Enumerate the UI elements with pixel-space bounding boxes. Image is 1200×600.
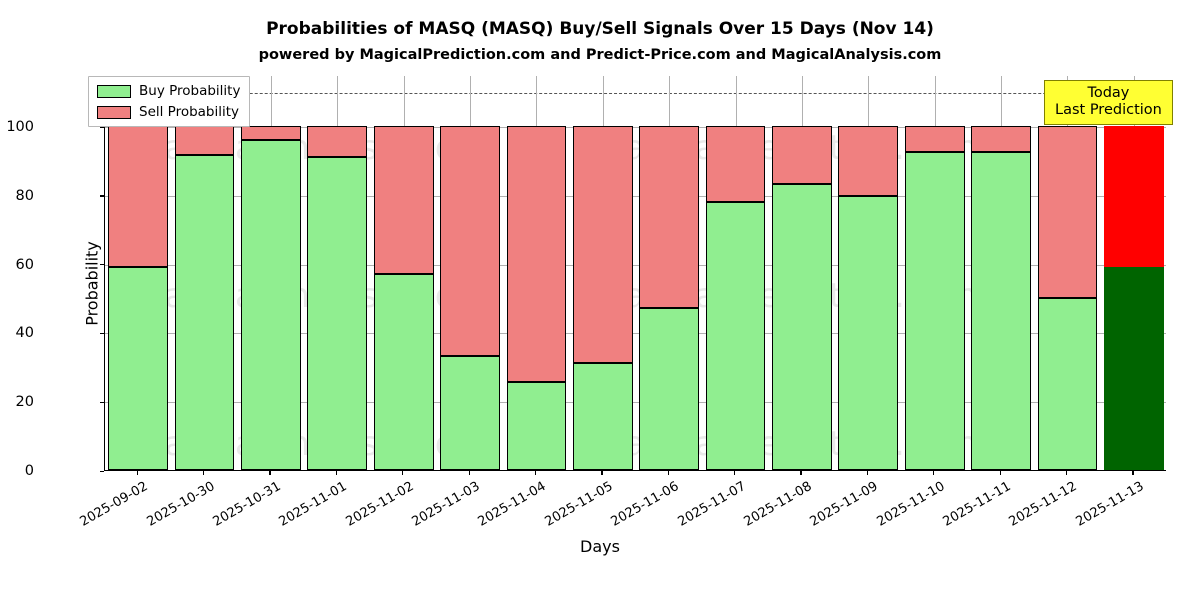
bar-group[interactable] (1037, 76, 1098, 470)
bar-segment-sell[interactable] (838, 125, 899, 197)
bar-group[interactable] (373, 76, 434, 470)
bar-segment-sell[interactable] (971, 125, 1031, 152)
bar-segment-buy[interactable] (904, 151, 965, 470)
x-tick-mark (402, 471, 404, 475)
bar-segment-buy[interactable] (307, 156, 368, 470)
bar-segment-buy[interactable] (440, 356, 500, 470)
bar-segment-buy[interactable] (1103, 267, 1164, 470)
bar-group[interactable] (241, 76, 301, 470)
x-tick-mark (866, 471, 869, 475)
chart-title: Probabilities of MASQ (MASQ) Buy/Sell Si… (266, 19, 934, 39)
plot-inner: MagicalAnalysis.comMagicalPrediction.com… (105, 76, 1166, 470)
y-tick-mark (100, 332, 104, 335)
y-tick-mark (100, 264, 104, 266)
y-tick-label: 0 (24, 463, 34, 479)
x-tick-mark (269, 471, 271, 475)
bar-segment-sell[interactable] (440, 125, 500, 357)
bar-segment-sell[interactable] (241, 125, 301, 140)
bar-segment-sell[interactable] (108, 125, 169, 267)
bar-group[interactable] (506, 76, 567, 470)
bar-group[interactable] (904, 76, 965, 470)
x-tick-mark (734, 471, 736, 475)
legend-label: Sell Probability (139, 104, 240, 120)
x-tick-mark (203, 471, 205, 475)
bar-group[interactable] (838, 76, 899, 470)
bar-segment-sell[interactable] (506, 125, 567, 383)
legend-item[interactable]: Sell Probability (97, 104, 240, 120)
bar-segment-buy[interactable] (971, 151, 1031, 470)
bar-group[interactable] (440, 76, 500, 470)
bar-segment-buy[interactable] (1037, 297, 1098, 470)
bar-segment-buy[interactable] (639, 308, 700, 470)
bar-segment-buy[interactable] (373, 273, 434, 470)
bar-segment-buy[interactable] (772, 184, 832, 470)
bar-group[interactable] (174, 76, 235, 470)
y-gridline (105, 264, 1166, 266)
x-tick-mark (601, 471, 603, 475)
bar-segment-buy[interactable] (174, 155, 235, 470)
today-annotation: Today Last Prediction (1044, 80, 1173, 126)
y-gridline (105, 402, 1166, 404)
y-tick-mark (100, 470, 104, 472)
bar-group[interactable] (772, 76, 832, 470)
x-tick-mark (534, 471, 537, 475)
x-tick-mark (999, 471, 1001, 475)
legend-item[interactable]: Buy Probability (97, 83, 240, 99)
bar-segment-buy[interactable] (506, 382, 567, 470)
bar-group[interactable] (572, 76, 633, 470)
today-label-line1: Today (1087, 85, 1130, 101)
x-axis-label: Days (580, 537, 620, 556)
y-tick-label: 60 (15, 256, 34, 273)
legend-label: Buy Probability (139, 83, 241, 99)
y-gridline (105, 126, 1166, 128)
bar-segment-buy[interactable] (705, 201, 766, 470)
bar-group[interactable] (705, 76, 766, 470)
legend-swatch-sell (97, 105, 131, 119)
x-tick-mark (800, 471, 802, 475)
bar-segment-sell[interactable] (307, 125, 368, 157)
bar-segment-buy[interactable] (241, 139, 301, 470)
bar-segment-buy[interactable] (572, 363, 633, 470)
today-label-line2: Last Prediction (1055, 102, 1162, 119)
x-tick-mark (667, 471, 669, 475)
bar-segment-sell[interactable] (772, 125, 832, 185)
bar-segment-sell[interactable] (1037, 125, 1098, 298)
x-tick-mark (933, 471, 935, 475)
plot-area: MagicalAnalysis.comMagicalPrediction.com… (104, 76, 1166, 471)
y-tick-label: 40 (15, 325, 34, 342)
legend-swatch-buy (97, 84, 131, 98)
bar-segment-sell[interactable] (174, 125, 235, 156)
bar-segment-sell[interactable] (1103, 125, 1164, 267)
y-tick-label: 100 (6, 118, 34, 135)
y-tick-mark (100, 195, 104, 197)
bar-group[interactable] (1103, 76, 1164, 470)
bar-segment-sell[interactable] (373, 125, 434, 274)
bar-segment-buy[interactable] (838, 196, 899, 470)
x-tick-mark (1132, 471, 1134, 475)
bar-segment-buy[interactable] (108, 267, 169, 470)
y-tick-label: 80 (15, 187, 34, 204)
bar-segment-sell[interactable] (639, 125, 700, 309)
y-gridline (105, 195, 1166, 197)
x-tick-mark (335, 471, 338, 475)
bar-segment-sell[interactable] (572, 125, 633, 364)
y-tick-label: 20 (15, 394, 34, 411)
bar-segment-sell[interactable] (705, 125, 766, 202)
y-tick-mark (100, 401, 104, 403)
x-tick-mark (468, 471, 470, 475)
bar-group[interactable] (971, 76, 1031, 470)
bar-segment-sell[interactable] (904, 125, 965, 152)
y-axis-label: Probability (82, 241, 102, 326)
y-tick-mark (100, 126, 104, 128)
bar-group[interactable] (108, 76, 169, 470)
chart-legend: Buy Probability Sell Probability (88, 76, 251, 127)
bar-group[interactable] (639, 76, 700, 470)
chart-subtitle: powered by MagicalPrediction.com and Pre… (258, 47, 942, 63)
x-tick-mark (1065, 471, 1068, 475)
reference-line (105, 92, 1166, 94)
bar-group[interactable] (307, 76, 368, 470)
y-gridline (105, 333, 1166, 335)
x-tick-mark (136, 471, 138, 475)
